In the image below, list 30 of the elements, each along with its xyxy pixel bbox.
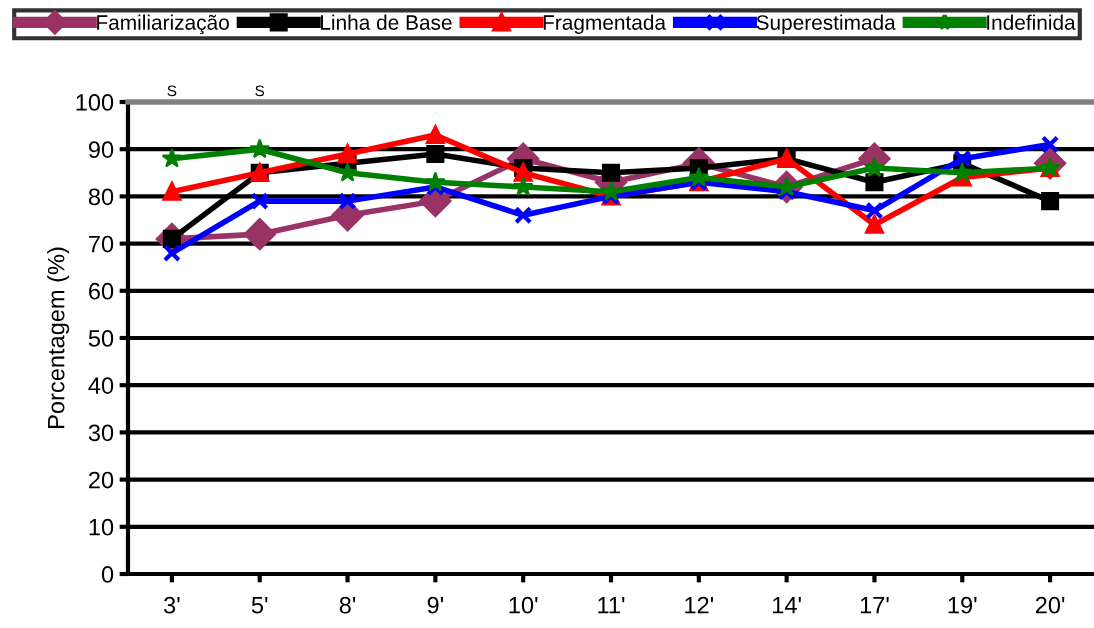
y-tick-label: 80 xyxy=(88,188,114,206)
text: S xyxy=(167,85,177,97)
x-tick-label: 3' xyxy=(163,596,180,614)
x-tick-label: 9' xyxy=(427,596,443,614)
x-tick-label: 5' xyxy=(251,597,268,614)
x-tick-label: 8' xyxy=(339,596,356,614)
x-tick-label: 17' xyxy=(860,597,889,614)
legend-label: Linha de Base xyxy=(321,14,452,30)
legend-label: Indefinida xyxy=(987,14,1076,30)
x-tick-label: 14' xyxy=(773,597,801,614)
y-tick-label: 90 xyxy=(88,141,114,158)
legend-label: Familiarização xyxy=(97,14,229,35)
text: S xyxy=(255,85,265,97)
y-axis-title: Porcentagem (%) xyxy=(47,247,70,428)
x-tick-label: 19' xyxy=(948,596,977,614)
x-tick-label: 20' xyxy=(1035,596,1065,614)
legend-label: Fragmentada xyxy=(543,14,667,34)
y-tick-label: 100 xyxy=(76,94,114,111)
y-tick-label: 20 xyxy=(89,471,114,489)
y-tick-label: 40 xyxy=(88,377,114,394)
x-tick-label: 10' xyxy=(509,596,538,614)
y-tick-label: 10 xyxy=(89,518,114,536)
y-tick-label: 50 xyxy=(88,330,114,347)
y-tick-label: 60 xyxy=(89,282,114,300)
y-tick-label: 30 xyxy=(88,424,114,442)
x-tick-label: 12' xyxy=(685,596,714,614)
y-tick-label: 70 xyxy=(89,235,114,253)
y-tick-label: 0 xyxy=(101,566,114,583)
x-tick-label: 11' xyxy=(598,597,625,614)
legend-label: Superestimada xyxy=(756,14,896,34)
